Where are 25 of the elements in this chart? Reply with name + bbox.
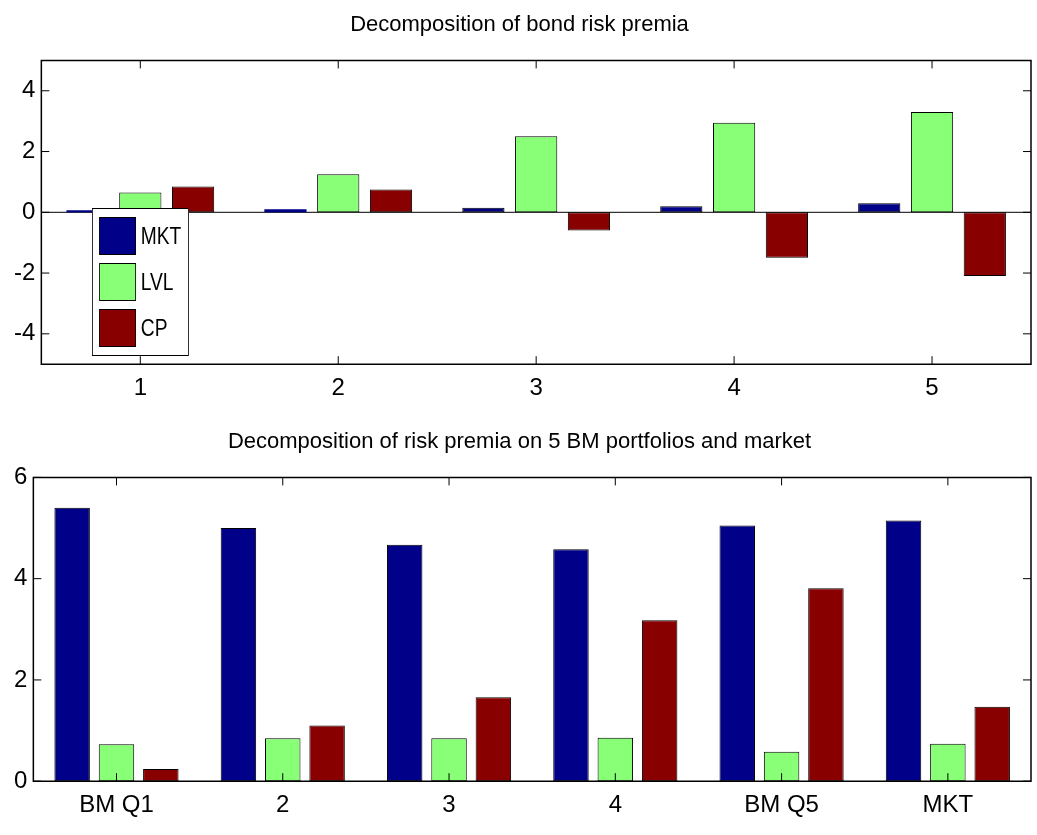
y-tick-label: 0 — [21, 196, 36, 224]
y-tick-label: -2 — [14, 257, 36, 285]
y-tick-label: 6 — [13, 462, 28, 490]
y-tick-label: 4 — [21, 75, 36, 103]
x-tick-label: 4 — [608, 790, 622, 818]
legend-label: LVL — [140, 268, 174, 297]
x-tick-label: BM Q1 — [79, 790, 154, 818]
x-tick-label: 3 — [529, 373, 543, 401]
x-tick-label: 2 — [276, 790, 290, 818]
y-tick-label: -4 — [14, 318, 36, 346]
x-tick-label: MKT — [922, 790, 974, 818]
x-tick-label: 1 — [133, 373, 147, 401]
x-tick-label: 2 — [331, 373, 345, 401]
legend-label: MKT — [140, 222, 182, 251]
legend-label: CP — [140, 314, 168, 343]
chart-title: Decomposition of bond risk premia — [350, 11, 690, 37]
x-tick-label: 3 — [442, 790, 456, 818]
x-tick-label: BM Q5 — [744, 790, 819, 818]
y-tick-label: 4 — [13, 563, 28, 591]
chart-title: Decomposition of risk premia on 5 BM portfolios and market — [227, 428, 812, 454]
y-tick-label: 2 — [13, 664, 28, 692]
y-tick-label: 0 — [13, 765, 28, 793]
x-tick-label: 5 — [925, 373, 939, 401]
x-tick-label: 4 — [727, 373, 741, 401]
y-tick-label: 2 — [21, 136, 36, 164]
